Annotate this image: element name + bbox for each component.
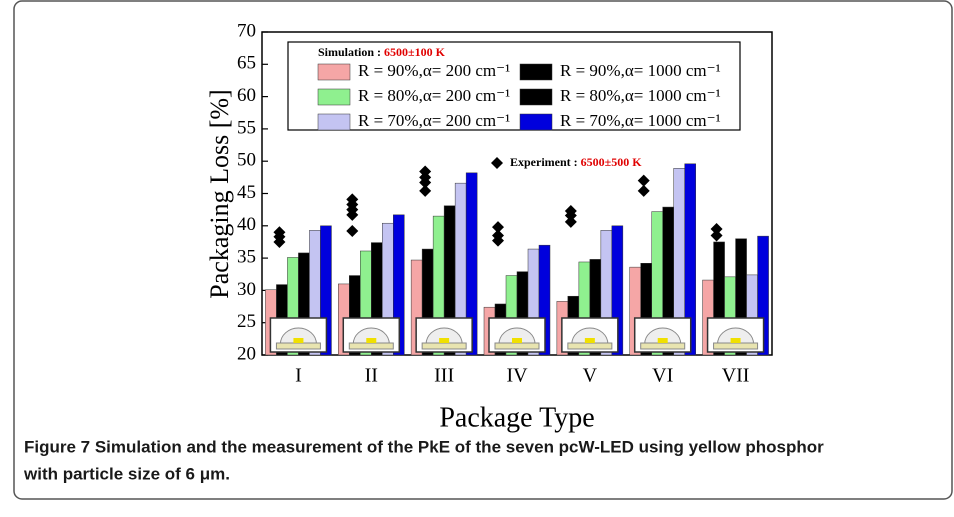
figure-border <box>13 0 953 500</box>
package-base <box>640 342 686 350</box>
legend-label: R = 70%,α= 1000 cm⁻¹ <box>560 111 721 130</box>
y-tick-label: 65 <box>237 53 256 74</box>
legend-swatch <box>317 88 351 106</box>
bar <box>611 225 624 356</box>
experiment-point <box>637 174 650 187</box>
legend-title-range: 6500±100 K <box>384 45 446 59</box>
experiment-point <box>710 229 723 242</box>
y-axis-label: Packaging Loss [%] <box>205 89 234 298</box>
bar <box>538 244 551 356</box>
bar <box>465 172 478 356</box>
package-base <box>567 342 613 350</box>
bar <box>684 163 696 356</box>
experiment-point <box>419 165 432 178</box>
experiment-point <box>564 215 577 228</box>
legend-label: R = 80%,α= 200 cm⁻¹ <box>358 86 510 105</box>
y-tick-label: 20 <box>237 343 256 364</box>
x-tick-label: III <box>434 365 454 387</box>
package-dome <box>498 327 536 345</box>
legend-label: R = 80%,α= 1000 cm⁻¹ <box>560 86 721 105</box>
package-chip <box>657 338 668 343</box>
y-tick-label: 70 <box>237 20 256 41</box>
caption-line: with particle size of 6 μm. <box>23 464 230 483</box>
package-dome <box>571 327 609 345</box>
bar <box>393 214 405 356</box>
legend-swatch <box>317 63 351 81</box>
package-dome <box>279 327 317 345</box>
bar <box>320 225 332 356</box>
experiment-point <box>273 226 286 239</box>
legend-title-text: Simulation : <box>318 45 384 59</box>
experiment-point <box>492 229 504 242</box>
x-tick-label: VII <box>722 365 750 387</box>
package-dome <box>425 327 463 345</box>
experiment-legend-range: 6500±500 K <box>581 155 643 169</box>
experiment-legend-marker <box>491 157 503 169</box>
package-chip <box>293 338 304 343</box>
experiment-point <box>346 224 359 237</box>
x-tick-label: VI <box>652 365 673 387</box>
x-tick-label: V <box>583 365 598 387</box>
y-tick-label: 35 <box>237 246 256 267</box>
package-dome <box>352 327 390 345</box>
package-dome <box>717 327 755 345</box>
experiment-legend: Experiment : 6500±500 K <box>510 155 642 169</box>
package-base <box>348 342 394 350</box>
legend-swatch <box>317 113 351 131</box>
y-tick-label: 30 <box>237 279 256 300</box>
legend-label: R = 70%,α= 200 cm⁻¹ <box>358 111 510 130</box>
y-tick-label: 60 <box>237 85 256 106</box>
package-chip <box>512 338 522 343</box>
package-base <box>275 342 321 350</box>
package-chip <box>439 338 450 343</box>
y-tick-label: 55 <box>237 117 256 138</box>
legend-title: Simulation : 6500±100 K <box>318 45 446 59</box>
legend-label: R = 90%,α= 1000 cm⁻¹ <box>560 61 721 80</box>
experiment-point <box>419 184 432 197</box>
package-base <box>421 342 467 350</box>
package-base <box>494 342 540 350</box>
x-tick-label: II <box>365 365 378 387</box>
bar <box>757 235 769 356</box>
y-tick-label: 25 <box>237 311 256 332</box>
legend-swatch <box>519 63 553 81</box>
experiment-legend-text: Experiment : <box>510 155 581 169</box>
caption-line: Figure 7 Simulation and the measurement … <box>24 437 824 456</box>
experiment-point <box>346 193 359 206</box>
x-tick-label: IV <box>506 365 528 387</box>
experiment-point <box>492 221 504 234</box>
package-chip <box>584 338 595 343</box>
package-dome <box>644 327 682 345</box>
legend-swatch <box>519 88 553 106</box>
x-axis-label: Package Type <box>439 402 594 433</box>
x-tick-label: I <box>295 365 302 387</box>
experiment-point <box>710 223 723 236</box>
experiment-point <box>564 204 577 217</box>
y-tick-label: 45 <box>237 182 256 203</box>
legend-swatch <box>519 113 553 131</box>
y-tick-label: 50 <box>237 150 256 171</box>
legend-box <box>287 41 741 131</box>
experiment-point <box>637 184 650 197</box>
package-base <box>713 342 759 350</box>
package-chip <box>366 338 377 343</box>
legend-label: R = 90%,α= 200 cm⁻¹ <box>358 61 510 80</box>
package-chip <box>730 338 741 343</box>
y-tick-label: 40 <box>237 214 256 235</box>
